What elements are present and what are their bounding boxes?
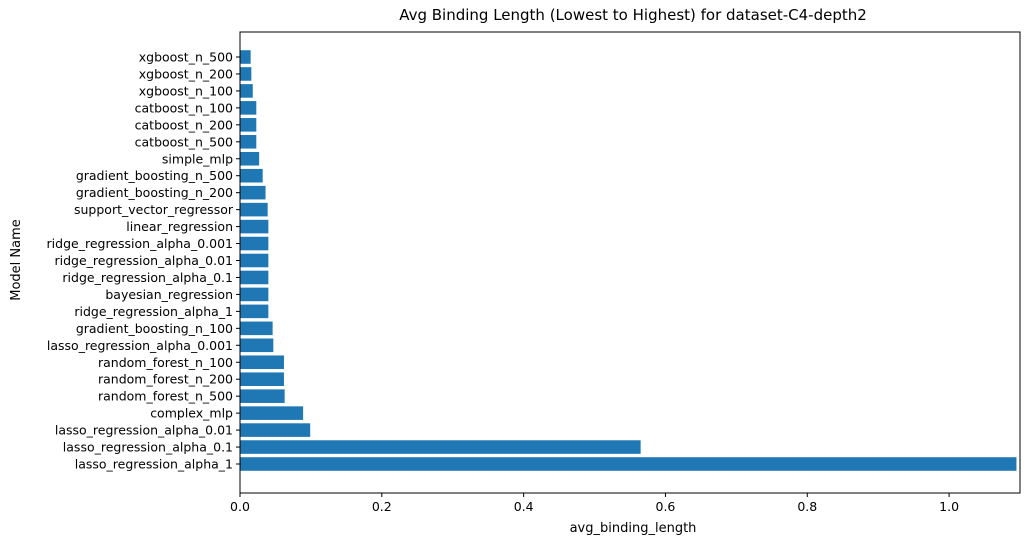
bar xyxy=(240,355,284,370)
y-tick-label: ridge_regression_alpha_1 xyxy=(74,304,233,319)
bar xyxy=(240,168,263,183)
y-tick-label: ridge_regression_alpha_0.01 xyxy=(54,253,233,268)
bar xyxy=(240,389,285,403)
bar xyxy=(240,406,304,420)
x-tick-label: 0.4 xyxy=(514,499,534,514)
y-axis-title: Model Name xyxy=(9,219,24,301)
y-tick-label: lasso_regression_alpha_0.001 xyxy=(47,338,233,353)
x-axis-title: avg_binding_length xyxy=(570,521,697,536)
x-tick-label: 0.8 xyxy=(797,499,817,514)
y-tick-label: gradient_boosting_n_100 xyxy=(76,321,233,336)
chart-title: Avg Binding Length (Lowest to Highest) f… xyxy=(399,6,867,24)
bar xyxy=(240,270,269,285)
bar xyxy=(240,151,260,166)
bar xyxy=(240,423,311,437)
y-tick-label: lasso_regression_alpha_0.01 xyxy=(55,423,233,438)
y-tick-label: linear_regression xyxy=(126,219,233,234)
y-tick-label: random_forest_n_200 xyxy=(98,372,233,387)
y-tick-label: lasso_regression_alpha_1 xyxy=(75,457,233,472)
bar xyxy=(240,372,284,386)
y-tick-label: complex_mlp xyxy=(150,406,233,421)
y-tick-label: ridge_regression_alpha_0.001 xyxy=(47,236,233,251)
y-tick-label: support_vector_regressor xyxy=(74,202,234,217)
y-tick-label: xgboost_n_200 xyxy=(139,66,233,81)
bar xyxy=(240,304,269,319)
x-tick-label: 0.0 xyxy=(230,499,250,514)
bar xyxy=(240,101,257,115)
y-tick-label: catboost_n_200 xyxy=(135,117,233,132)
y-tick-label: catboost_n_100 xyxy=(135,100,233,115)
bar xyxy=(240,135,257,149)
bar xyxy=(240,440,641,454)
y-tick-label: random_forest_n_500 xyxy=(98,389,233,404)
bar xyxy=(240,287,269,302)
y-tick-label: ridge_regression_alpha_0.1 xyxy=(62,270,233,285)
bar xyxy=(240,253,269,268)
bar xyxy=(240,67,252,81)
bar xyxy=(240,338,274,353)
bar xyxy=(240,118,257,132)
y-tick-label: xgboost_n_100 xyxy=(139,83,233,98)
bar xyxy=(240,50,251,64)
bar xyxy=(240,236,269,251)
x-tick-label: 1.0 xyxy=(939,499,959,514)
bars-group xyxy=(240,50,1017,471)
bar xyxy=(240,185,266,200)
y-tick-label: gradient_boosting_n_200 xyxy=(76,185,233,200)
x-tick-label: 0.2 xyxy=(372,499,392,514)
x-tick-label: 0.6 xyxy=(656,499,676,514)
bar xyxy=(240,457,1017,471)
bar xyxy=(240,202,268,217)
y-tick-label: catboost_n_500 xyxy=(135,134,233,149)
y-tick-label: xgboost_n_500 xyxy=(139,50,233,65)
bar xyxy=(240,84,253,98)
bar xyxy=(240,219,269,234)
y-tick-label: simple_mlp xyxy=(162,151,233,166)
y-tick-label: lasso_regression_alpha_0.1 xyxy=(63,440,233,455)
y-tick-label: bayesian_regression xyxy=(105,287,233,302)
x-axis-ticks: 0.0 0.2 0.4 0.6 0.8 1.0 xyxy=(230,493,959,514)
y-tick-label: random_forest_n_100 xyxy=(98,355,233,370)
y-tick-label: gradient_boosting_n_500 xyxy=(76,168,233,183)
plot-frame xyxy=(239,31,1021,494)
bar xyxy=(240,321,273,336)
